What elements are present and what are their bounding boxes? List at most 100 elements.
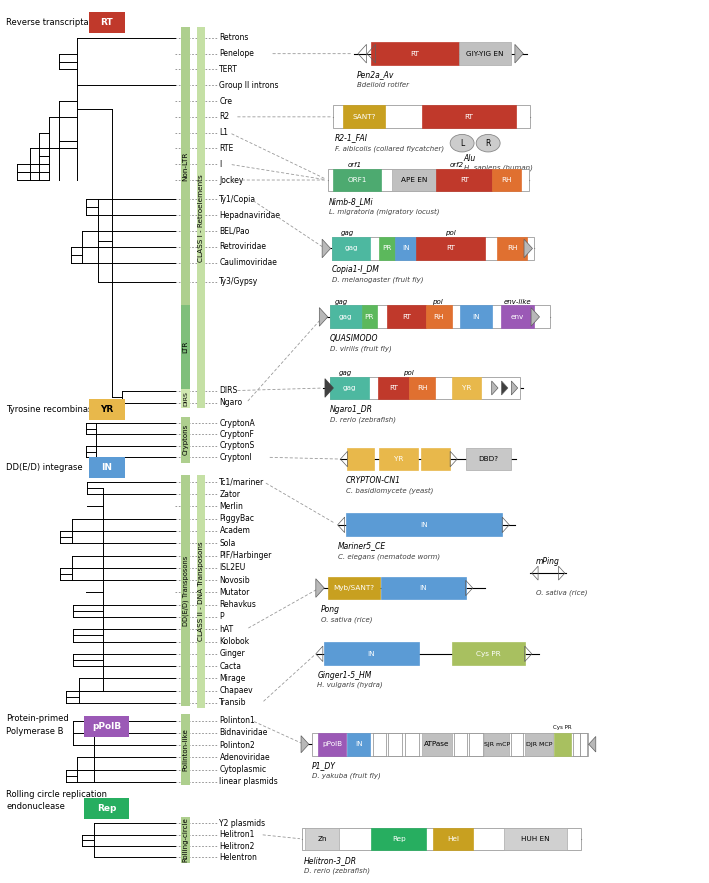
Text: Rep: Rep: [97, 804, 116, 812]
Bar: [387, 306, 426, 328]
Bar: [318, 733, 346, 756]
Text: IN: IN: [355, 741, 362, 747]
Text: LTR: LTR: [183, 341, 189, 353]
Text: Tyrosine recombinase: Tyrosine recombinase: [6, 404, 98, 413]
Bar: [332, 237, 370, 260]
FancyBboxPatch shape: [84, 716, 130, 737]
Bar: [197, 27, 206, 408]
Text: CryptonA: CryptonA: [220, 419, 255, 427]
Text: Rehavkus: Rehavkus: [220, 600, 257, 609]
Text: gag: gag: [339, 313, 352, 320]
Text: hAT: hAT: [220, 625, 233, 634]
Bar: [422, 733, 452, 756]
Text: Non-LTR: Non-LTR: [183, 152, 189, 181]
Text: PiggyBac: PiggyBac: [220, 514, 255, 524]
Bar: [420, 448, 450, 471]
Text: IN: IN: [402, 245, 410, 252]
Text: Helitron1: Helitron1: [220, 830, 255, 839]
Bar: [503, 827, 567, 850]
Bar: [323, 643, 419, 665]
Text: orf2: orf2: [450, 162, 464, 168]
Bar: [330, 376, 369, 399]
Text: Polymerase B: Polymerase B: [6, 727, 64, 736]
Text: P1_DY: P1_DY: [312, 761, 336, 770]
Text: P: P: [220, 613, 224, 622]
Text: GIY-YIG EN: GIY-YIG EN: [466, 50, 503, 57]
Text: BEL/Pao: BEL/Pao: [220, 226, 250, 236]
Text: Helitron2: Helitron2: [220, 841, 255, 850]
Bar: [426, 306, 452, 328]
Text: APE EN: APE EN: [401, 177, 428, 183]
Text: QUASIMODO: QUASIMODO: [330, 334, 379, 343]
Text: Academ: Academ: [220, 526, 250, 535]
Text: Mariner5_CE: Mariner5_CE: [337, 541, 386, 550]
Text: Cryptons: Cryptons: [183, 424, 189, 456]
Text: Chapaev: Chapaev: [220, 686, 253, 695]
Text: L: L: [460, 139, 464, 147]
Text: Cys PR: Cys PR: [554, 725, 572, 730]
Text: endonuclease: endonuclease: [6, 802, 65, 811]
Text: env-like: env-like: [503, 298, 531, 305]
Text: ISL2EU: ISL2EU: [220, 563, 246, 572]
Text: Cre: Cre: [220, 96, 233, 106]
Text: linear plasmids: linear plasmids: [220, 777, 278, 787]
Bar: [346, 513, 502, 536]
Bar: [580, 733, 587, 756]
Text: Cacta: Cacta: [220, 661, 242, 670]
Text: env: env: [510, 313, 524, 320]
Text: O. sativa (rice): O. sativa (rice): [320, 616, 372, 623]
Text: R2-1_FAI: R2-1_FAI: [335, 133, 368, 142]
Bar: [330, 376, 520, 399]
Text: Cytoplasmic: Cytoplasmic: [220, 766, 267, 774]
Text: CryptonS: CryptonS: [220, 442, 255, 450]
Text: Adenoviridae: Adenoviridae: [220, 753, 270, 762]
Text: Caulimoviridae: Caulimoviridae: [220, 258, 277, 267]
Polygon shape: [301, 736, 309, 752]
FancyBboxPatch shape: [89, 457, 125, 479]
Text: HUH EN: HUH EN: [521, 836, 549, 842]
Ellipse shape: [476, 134, 500, 152]
Text: PR: PR: [364, 313, 374, 320]
Text: Kolobok: Kolobok: [220, 637, 250, 646]
Bar: [459, 42, 510, 65]
Text: RH: RH: [501, 177, 512, 183]
FancyBboxPatch shape: [89, 11, 125, 33]
Bar: [492, 169, 520, 192]
Text: RT: RT: [101, 18, 113, 26]
Text: RH: RH: [507, 245, 518, 252]
Text: orf1: orf1: [347, 162, 362, 168]
Text: D. yakuba (fruit fly): D. yakuba (fruit fly): [312, 773, 381, 779]
Text: SJR mCP: SJR mCP: [484, 742, 510, 747]
Text: CryptonI: CryptonI: [220, 453, 252, 462]
Text: TERT: TERT: [220, 65, 238, 74]
Bar: [306, 827, 339, 850]
Text: pol: pol: [445, 230, 456, 236]
Bar: [197, 475, 206, 708]
Text: CLASS I - Retroelements: CLASS I - Retroelements: [198, 174, 204, 261]
Text: Ngaro1_DR: Ngaro1_DR: [330, 404, 373, 413]
Bar: [303, 827, 581, 850]
Bar: [333, 169, 381, 192]
Text: pol: pol: [403, 370, 413, 375]
Text: Rolling-circle: Rolling-circle: [183, 818, 189, 862]
Text: RTE: RTE: [220, 144, 234, 153]
Bar: [452, 376, 481, 399]
Bar: [182, 306, 190, 389]
Text: RT: RT: [464, 114, 474, 120]
Bar: [182, 389, 190, 408]
Polygon shape: [588, 736, 596, 752]
Text: SANT?: SANT?: [352, 114, 376, 120]
Text: IN: IN: [472, 313, 480, 320]
Polygon shape: [322, 239, 330, 258]
Text: Mirage: Mirage: [220, 674, 246, 683]
Bar: [525, 733, 553, 756]
Text: Nimb-8_LMi: Nimb-8_LMi: [329, 197, 374, 206]
Bar: [362, 306, 377, 328]
Text: PR: PR: [383, 245, 392, 252]
Text: DIRS: DIRS: [220, 386, 238, 395]
Bar: [182, 417, 190, 463]
Bar: [469, 733, 483, 756]
Text: Helitron-3_DR: Helitron-3_DR: [304, 856, 357, 864]
Text: Retroviridae: Retroviridae: [220, 242, 267, 251]
Text: DD(E/D) integrase: DD(E/D) integrase: [6, 464, 83, 472]
